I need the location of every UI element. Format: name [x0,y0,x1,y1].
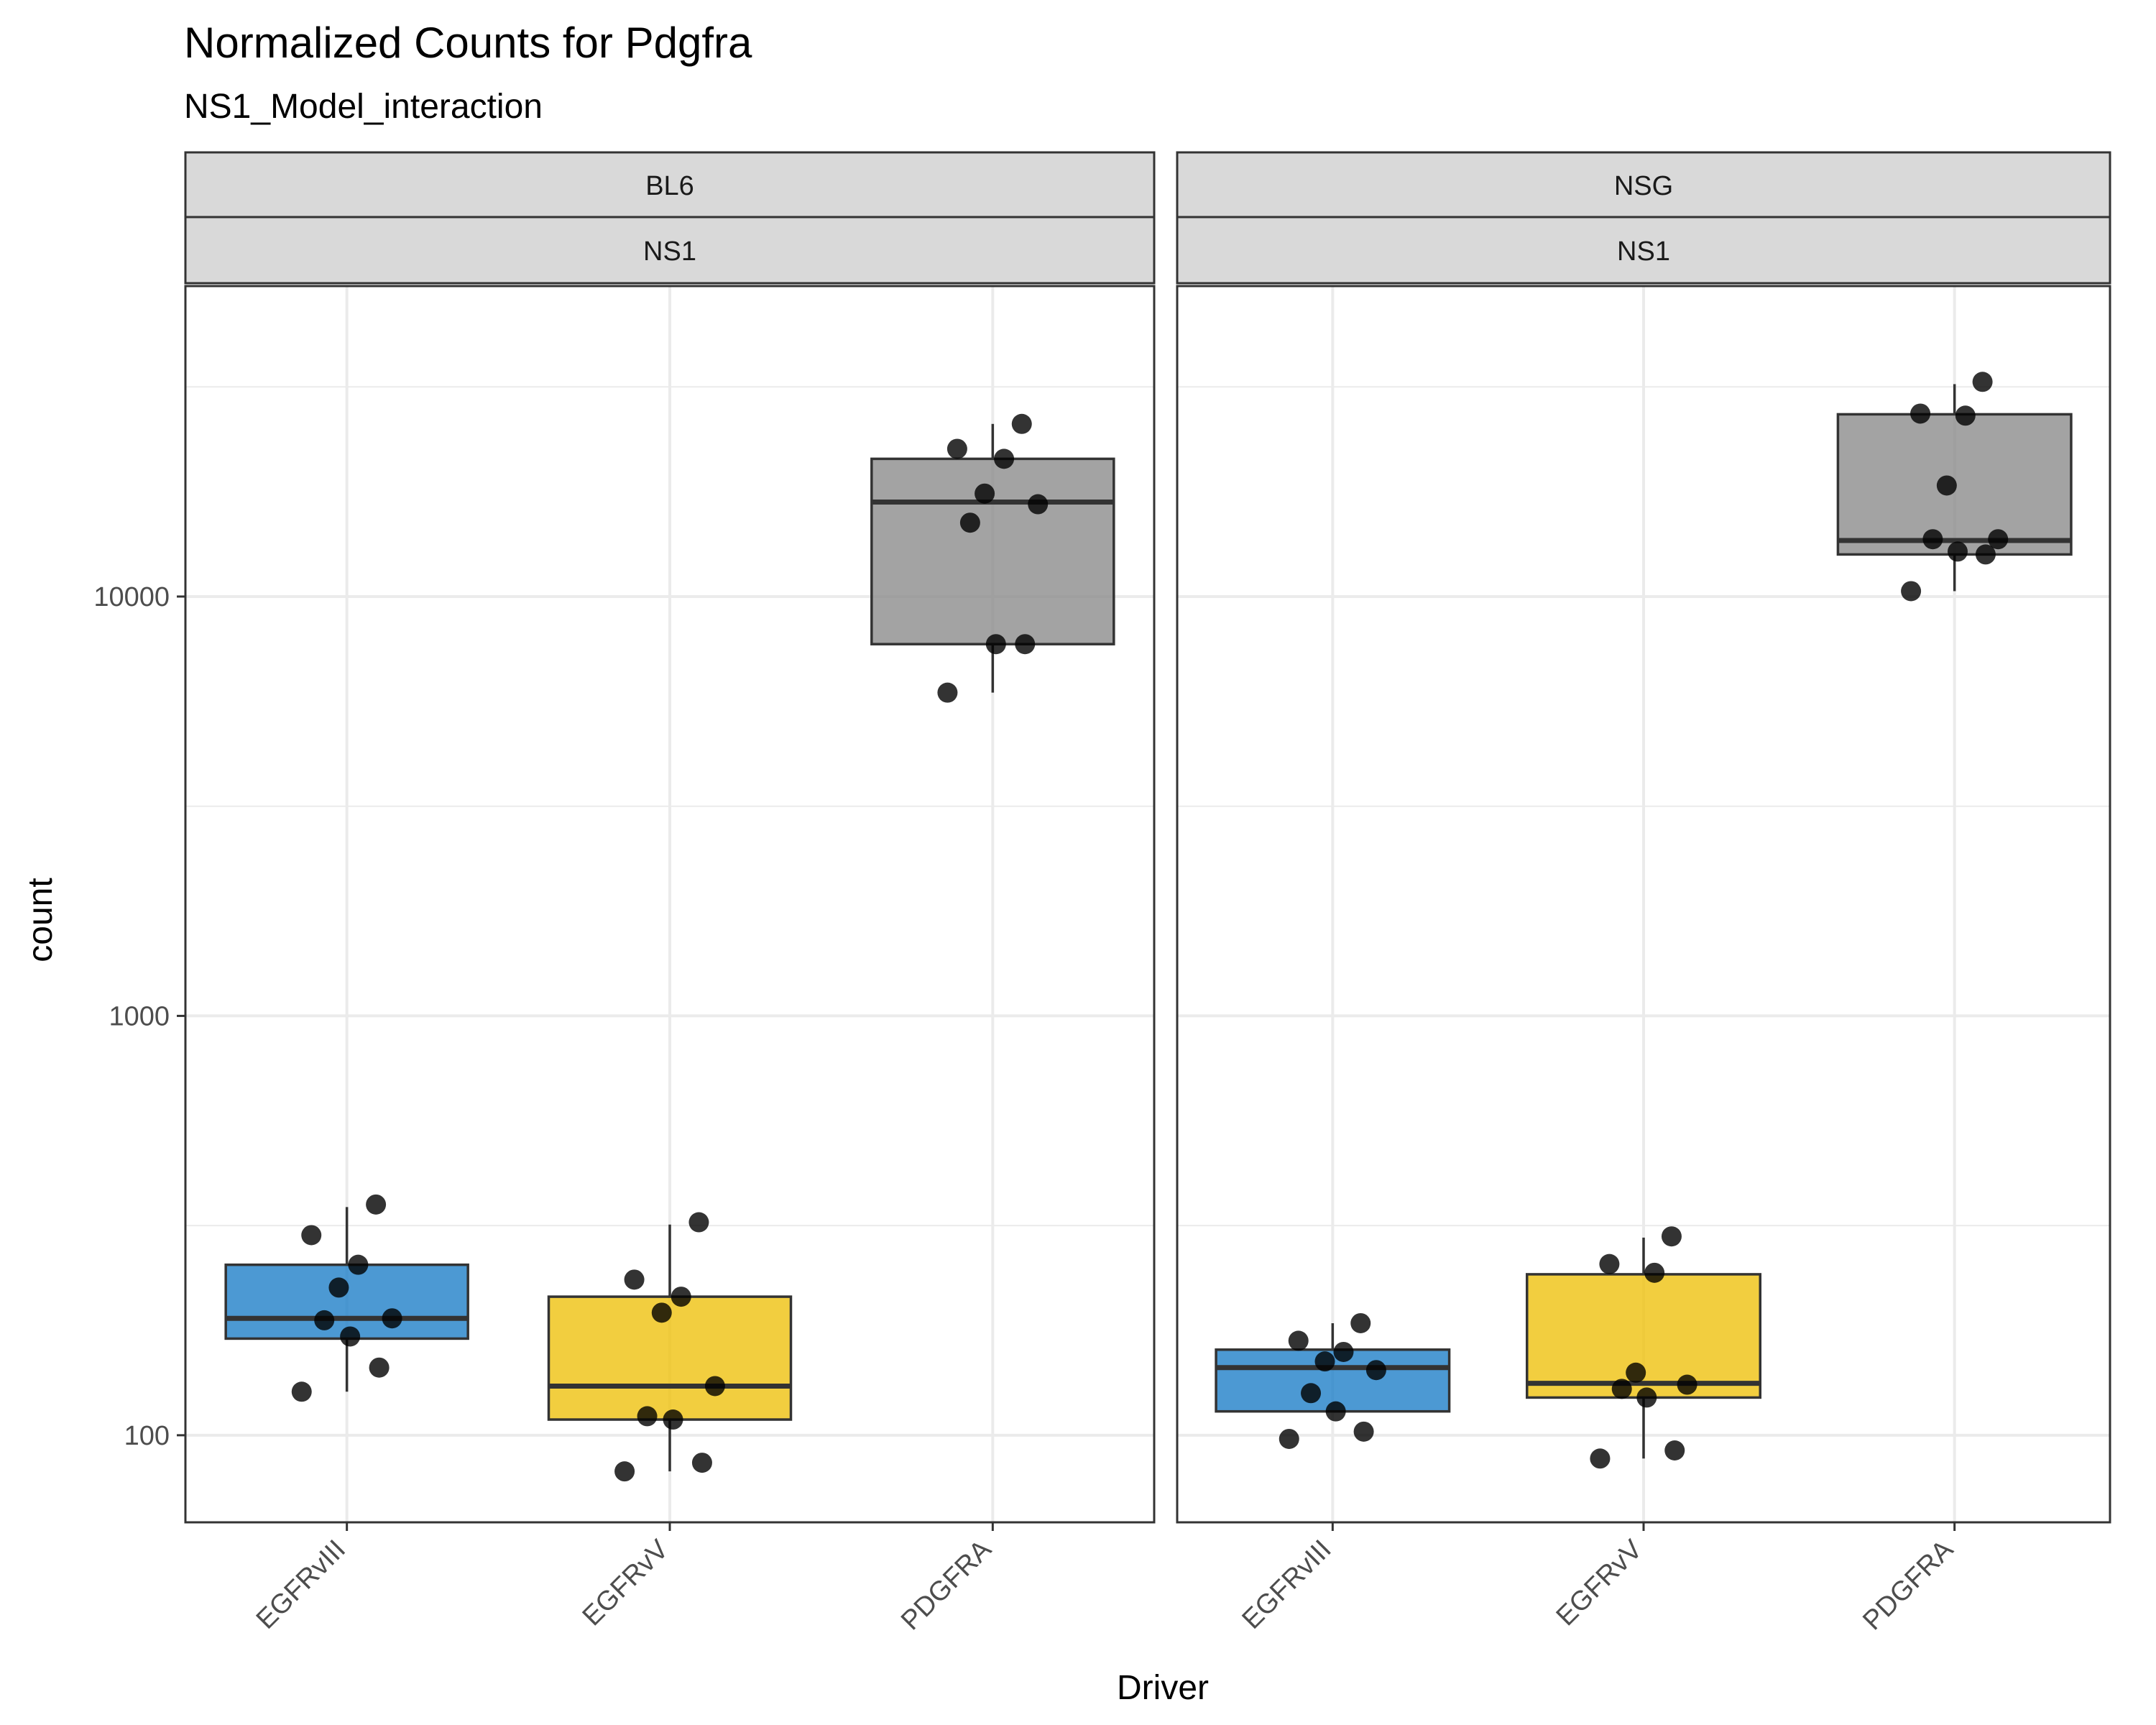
data-point [704,1376,725,1397]
data-point [369,1357,390,1378]
data-point [985,634,1006,655]
data-point [291,1381,312,1402]
chart-title: Normalized Counts for Pdgfra [184,19,752,67]
data-point [382,1308,402,1329]
data-point [366,1194,387,1215]
data-point [1972,372,1993,392]
data-point [637,1406,658,1427]
strip-bottom-label: NS1 [1617,236,1670,267]
data-point [340,1326,361,1347]
data-point [1599,1254,1620,1274]
data-point [348,1254,369,1275]
data-point [937,682,958,703]
data-point [328,1277,349,1298]
strip-top-label: NSG [1614,171,1673,201]
data-point [975,483,995,504]
data-point [1910,403,1931,424]
data-point [671,1287,691,1307]
data-point [1015,634,1036,655]
chart-subtitle: NS1_Model_interaction [184,88,543,126]
data-point [688,1212,709,1233]
data-point [624,1269,645,1290]
data-point [663,1409,683,1430]
data-point [1955,405,1976,426]
data-point [1661,1226,1682,1247]
strip-top-label: BL6 [645,171,694,201]
data-point [1279,1428,1299,1449]
strip-top-background [184,151,1156,218]
data-point [1350,1312,1371,1333]
data-point [1936,475,1957,496]
data-point [1988,529,2009,550]
data-point [1365,1360,1386,1381]
data-point [1288,1330,1309,1351]
data-point [1922,529,1943,550]
data-point [1901,581,1922,602]
x-axis-title: Driver [1117,1669,1209,1707]
data-point [691,1453,712,1473]
data-point [651,1302,672,1323]
box [547,1295,793,1421]
strip-bottom-background [184,216,1156,285]
data-point [1947,541,1968,562]
data-point [1677,1374,1697,1395]
data-point [1626,1362,1646,1383]
data-point [1301,1383,1322,1404]
data-point [1314,1351,1335,1372]
data-point [994,448,1015,469]
box [870,457,1115,645]
data-point [1028,494,1049,515]
y-axis-title: count [22,878,60,962]
y-tick-label: 1000 [109,1001,170,1031]
data-point [314,1310,335,1330]
data-point [1325,1401,1346,1422]
data-point [1353,1421,1374,1442]
data-point [301,1225,322,1246]
box [224,1263,469,1340]
data-point [1590,1448,1611,1469]
data-point [1636,1387,1657,1408]
data-point [946,438,967,459]
strip-bottom-label: NS1 [643,236,696,267]
data-point [1664,1440,1685,1460]
y-tick-label: 100 [124,1421,170,1451]
data-point [1333,1341,1354,1362]
data-point [1644,1262,1665,1283]
data-point [614,1461,635,1482]
y-tick-label: 10000 [93,582,170,612]
strip-bottom-background [1176,216,2111,285]
data-point [959,512,980,533]
data-point [1011,413,1032,434]
data-point [1975,544,1996,565]
strip-top-background [1176,151,2111,218]
data-point [1611,1379,1632,1399]
